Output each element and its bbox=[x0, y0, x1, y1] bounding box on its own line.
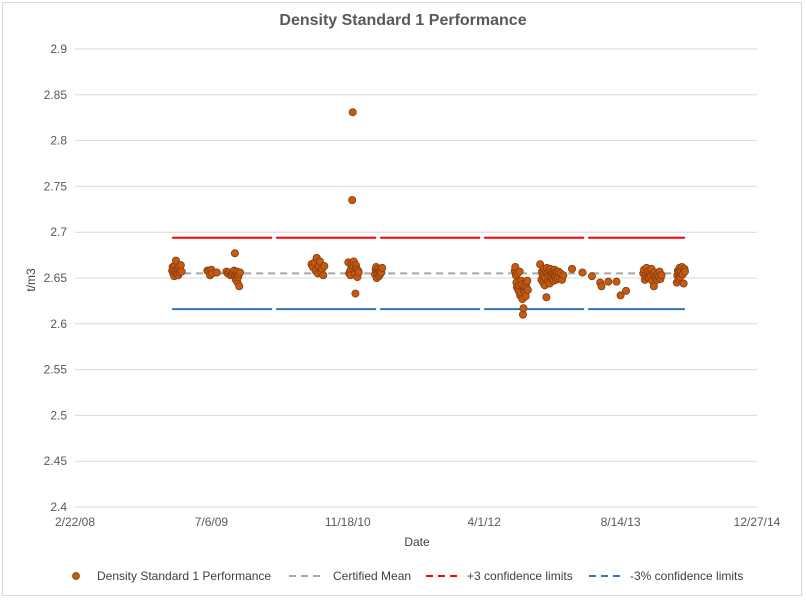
data-point bbox=[578, 268, 587, 277]
data-point bbox=[320, 262, 329, 271]
y-tick-label: 2.45 bbox=[44, 454, 68, 468]
chart-title: Density Standard 1 Performance bbox=[279, 12, 527, 29]
data-point bbox=[515, 267, 524, 276]
legend-label-mean: Certified Mean bbox=[333, 569, 411, 583]
x-tick-labels: 2/22/08 7/6/09 11/18/10 4/1/12 8/14/13 12/27/… bbox=[55, 515, 781, 529]
data-point bbox=[523, 285, 532, 294]
legend-label-points: Density Standard 1 Performance bbox=[97, 569, 271, 583]
legend-marker-points bbox=[72, 572, 80, 580]
data-point bbox=[354, 268, 363, 277]
x-tick-label: 7/6/09 bbox=[195, 515, 229, 529]
y-tick-label: 2.4 bbox=[50, 500, 67, 514]
data-point bbox=[177, 267, 186, 276]
data-point bbox=[348, 108, 357, 117]
y-tick-label: 2.65 bbox=[44, 271, 68, 285]
data-point bbox=[604, 277, 613, 286]
data-point bbox=[657, 271, 666, 280]
reference-lines bbox=[172, 236, 685, 311]
x-tick-label: 8/14/13 bbox=[601, 515, 641, 529]
y-tick-label: 2.5 bbox=[50, 408, 67, 422]
y-tick-labels: 2.4 2.45 2.5 2.55 2.6 2.65 2.7 2.75 2.8 2.85 2.9 bbox=[44, 42, 68, 514]
data-point bbox=[212, 268, 221, 277]
data-point bbox=[230, 249, 239, 258]
y-tick-label: 2.9 bbox=[50, 42, 67, 56]
y-tick-label: 2.6 bbox=[50, 317, 67, 331]
data-point bbox=[559, 271, 568, 280]
x-axis-label: Date bbox=[404, 535, 430, 549]
data-point bbox=[319, 271, 328, 280]
data-point bbox=[351, 289, 360, 298]
data-points bbox=[168, 108, 689, 319]
legend-label-upper: +3 confidence limits bbox=[467, 569, 573, 583]
data-point bbox=[235, 282, 244, 291]
data-point bbox=[597, 282, 606, 291]
data-point bbox=[542, 293, 551, 302]
y-tick-label: 2.8 bbox=[50, 134, 67, 148]
legend-label-lower: -3% confidence limits bbox=[630, 569, 743, 583]
data-point bbox=[679, 279, 688, 288]
data-point bbox=[587, 272, 596, 281]
y-tick-label: 2.85 bbox=[44, 88, 68, 102]
data-point bbox=[612, 277, 621, 286]
legend: Density Standard 1 Performance Certified… bbox=[72, 569, 743, 583]
y-tick-label: 2.7 bbox=[50, 225, 67, 239]
x-tick-label: 11/18/10 bbox=[325, 515, 371, 529]
data-point bbox=[523, 276, 532, 285]
data-point bbox=[616, 291, 625, 300]
data-point bbox=[680, 267, 689, 276]
data-point bbox=[568, 264, 577, 273]
data-point bbox=[378, 263, 387, 272]
data-point bbox=[348, 196, 357, 205]
x-tick-label: 2/22/08 bbox=[55, 515, 95, 529]
y-tick-label: 2.55 bbox=[44, 363, 68, 377]
data-point bbox=[519, 304, 528, 313]
gridlines bbox=[75, 48, 757, 462]
y-axis-label: t/m3 bbox=[24, 268, 38, 292]
data-point bbox=[236, 268, 245, 277]
x-tick-label: 12/27/14 bbox=[734, 515, 781, 529]
data-point bbox=[622, 286, 631, 295]
y-tick-label: 2.75 bbox=[44, 179, 68, 193]
x-tick-label: 4/1/12 bbox=[468, 515, 502, 529]
data-point bbox=[649, 282, 658, 291]
